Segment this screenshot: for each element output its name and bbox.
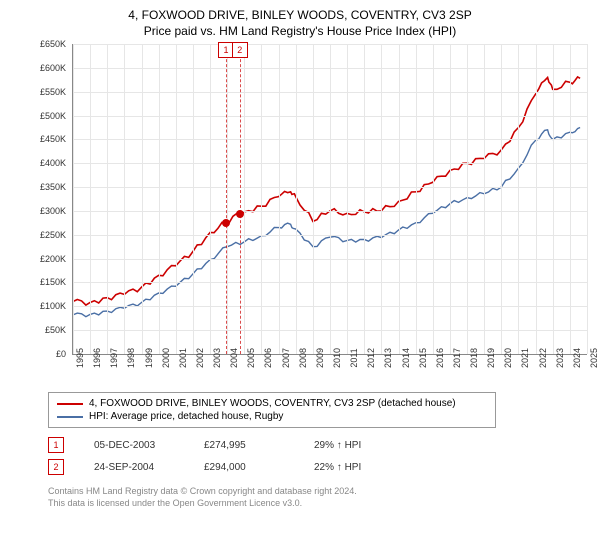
- x-axis-label: 2013: [383, 348, 393, 368]
- transactions-table: 1 05-DEC-2003 £274,995 29% ↑ HPI 2 24-SE…: [48, 434, 588, 478]
- y-axis-label: £200K: [26, 254, 66, 264]
- transaction-delta: 22% ↑ HPI: [314, 462, 394, 473]
- x-axis-label: 2010: [332, 348, 342, 368]
- legend-swatch: [57, 416, 83, 418]
- y-axis-label: £300K: [26, 206, 66, 216]
- legend-item: 4, FOXWOOD DRIVE, BINLEY WOODS, COVENTRY…: [57, 397, 487, 410]
- x-axis-label: 2014: [401, 348, 411, 368]
- table-row: 2 24-SEP-2004 £294,000 22% ↑ HPI: [48, 456, 588, 478]
- footer-line: This data is licensed under the Open Gov…: [48, 498, 588, 510]
- price-chart: £0£50K£100K£150K£200K£250K£300K£350K£400…: [34, 44, 586, 384]
- transaction-date: 24-SEP-2004: [94, 462, 174, 473]
- x-axis-label: 2005: [246, 348, 256, 368]
- x-axis-label: 1996: [92, 348, 102, 368]
- page-title: 4, FOXWOOD DRIVE, BINLEY WOODS, COVENTRY…: [12, 8, 588, 22]
- x-axis-label: 1995: [75, 348, 85, 368]
- transaction-price: £274,995: [204, 440, 284, 451]
- y-axis-label: £500K: [26, 111, 66, 121]
- footer: Contains HM Land Registry data © Crown c…: [48, 486, 588, 509]
- legend: 4, FOXWOOD DRIVE, BINLEY WOODS, COVENTRY…: [48, 392, 496, 428]
- x-axis-label: 2012: [366, 348, 376, 368]
- x-axis-label: 2024: [572, 348, 582, 368]
- x-axis-label: 2022: [538, 348, 548, 368]
- legend-label: HPI: Average price, detached house, Rugb…: [89, 411, 283, 422]
- transaction-date: 05-DEC-2003: [94, 440, 174, 451]
- x-axis-label: 2018: [469, 348, 479, 368]
- x-axis-label: 2003: [212, 348, 222, 368]
- x-axis-label: 1997: [109, 348, 119, 368]
- y-axis-label: £150K: [26, 277, 66, 287]
- transaction-delta: 29% ↑ HPI: [314, 440, 394, 451]
- y-axis-label: £600K: [26, 63, 66, 73]
- annotation-marker: 2: [232, 42, 248, 58]
- y-axis-label: £350K: [26, 182, 66, 192]
- y-axis-label: £0: [26, 349, 66, 359]
- transaction-price: £294,000: [204, 462, 284, 473]
- y-axis-label: £50K: [26, 325, 66, 335]
- annotation-dot: [222, 219, 230, 227]
- x-axis-label: 1999: [144, 348, 154, 368]
- x-axis-label: 2007: [281, 348, 291, 368]
- x-axis-label: 1998: [126, 348, 136, 368]
- legend-swatch: [57, 403, 83, 405]
- y-axis-label: £650K: [26, 39, 66, 49]
- transaction-marker: 1: [48, 437, 64, 453]
- x-axis-label: 2015: [418, 348, 428, 368]
- x-axis-label: 2006: [263, 348, 273, 368]
- x-axis-label: 2011: [349, 348, 359, 367]
- legend-label: 4, FOXWOOD DRIVE, BINLEY WOODS, COVENTRY…: [89, 398, 456, 409]
- x-axis-label: 2023: [555, 348, 565, 368]
- x-axis-label: 2004: [229, 348, 239, 368]
- x-axis-label: 2002: [195, 348, 205, 368]
- series-price_paid: [73, 77, 580, 305]
- x-axis-label: 2017: [452, 348, 462, 368]
- annotation-line: [240, 44, 241, 354]
- x-axis-label: 2021: [520, 348, 530, 368]
- footer-line: Contains HM Land Registry data © Crown c…: [48, 486, 588, 498]
- y-axis-label: £400K: [26, 158, 66, 168]
- x-axis-label: 2008: [298, 348, 308, 368]
- transaction-marker: 2: [48, 459, 64, 475]
- x-axis-label: 2009: [315, 348, 325, 368]
- x-axis-label: 2000: [161, 348, 171, 368]
- y-axis-label: £100K: [26, 301, 66, 311]
- annotation-dot: [236, 210, 244, 218]
- page-subtitle: Price paid vs. HM Land Registry's House …: [12, 24, 588, 38]
- annotation-line: [226, 44, 227, 354]
- y-axis-label: £550K: [26, 87, 66, 97]
- x-axis-label: 2016: [435, 348, 445, 368]
- legend-item: HPI: Average price, detached house, Rugb…: [57, 410, 487, 423]
- x-axis-label: 2025: [589, 348, 599, 368]
- table-row: 1 05-DEC-2003 £274,995 29% ↑ HPI: [48, 434, 588, 456]
- series-hpi: [73, 128, 580, 317]
- x-axis-label: 2019: [486, 348, 496, 368]
- y-axis-label: £250K: [26, 230, 66, 240]
- x-axis-label: 2020: [503, 348, 513, 368]
- y-axis-label: £450K: [26, 134, 66, 144]
- x-axis-label: 2001: [178, 348, 188, 368]
